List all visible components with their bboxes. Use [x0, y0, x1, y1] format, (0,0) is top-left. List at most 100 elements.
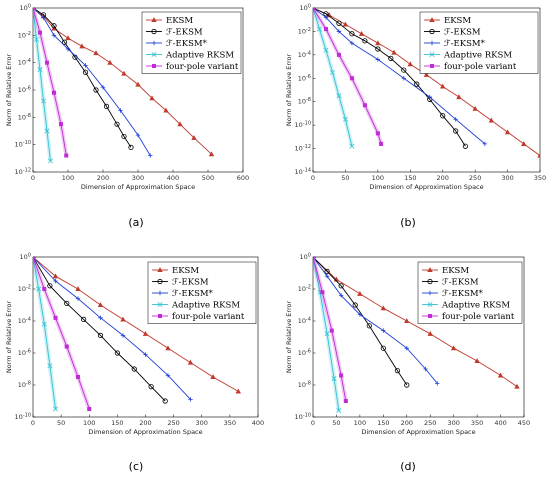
tick-label: 300 [196, 419, 208, 427]
data-point [423, 71, 430, 77]
data-point [336, 20, 342, 26]
data-point [58, 122, 64, 127]
series-3 [33, 257, 58, 412]
data-point [313, 257, 316, 260]
data-point [375, 131, 380, 136]
tick-label: 100 [83, 419, 95, 427]
tick-label: 10-4 [298, 50, 311, 59]
legend-entry: EKSM [172, 266, 199, 276]
data-point [82, 69, 89, 75]
series-3 [313, 8, 355, 149]
data-point [120, 316, 126, 322]
data-point [514, 383, 520, 389]
data-point [41, 98, 46, 104]
data-point [521, 141, 527, 146]
data-point [324, 274, 330, 279]
data-point [362, 38, 368, 44]
tick-label: 100 [20, 253, 31, 262]
data-point [366, 323, 372, 329]
data-point [93, 50, 99, 56]
data-point [391, 49, 397, 55]
data-point [157, 267, 163, 273]
data-point [375, 40, 381, 46]
x-axis-label: Dimension of Approximation Space [88, 428, 202, 436]
data-point [317, 26, 322, 32]
tick-label: 500 [202, 174, 214, 182]
series-1 [313, 257, 410, 388]
data-point [429, 28, 435, 35]
data-point [336, 93, 342, 99]
data-point [103, 103, 110, 110]
data-point [36, 286, 42, 292]
tick-label: 10-6 [18, 349, 31, 358]
series-0 [33, 257, 242, 394]
tick-label: 200 [139, 419, 151, 427]
tick-label: 450 [518, 419, 530, 427]
tick-label: 200 [97, 174, 109, 182]
data-point [44, 128, 50, 134]
tick-label: 10-12 [15, 168, 31, 177]
data-point [64, 153, 69, 158]
data-point [323, 27, 328, 32]
tick-label: 10-2 [18, 31, 31, 40]
data-point [342, 116, 348, 122]
x-axis-label: Dimension of Approximation Space [81, 183, 195, 191]
series-line [33, 8, 51, 162]
legend-entry: EKSM [166, 16, 193, 26]
tick-label: 200 [437, 174, 449, 182]
series-line [33, 257, 191, 400]
data-point [135, 132, 141, 138]
series-0 [313, 8, 540, 158]
data-point [53, 278, 58, 284]
data-point [375, 57, 381, 62]
data-point [320, 290, 325, 295]
data-point [352, 302, 358, 308]
data-point [472, 105, 478, 111]
tick-label: 100 [62, 174, 74, 182]
data-point [151, 63, 157, 69]
tick-label: 10-4 [298, 317, 311, 326]
chart-panel-b: 0 50 100 150 200 250 300 350 100 10-2 10-4 10-6 10-8… [285, 4, 546, 230]
data-point [100, 85, 106, 90]
series-line [33, 257, 239, 392]
tick-label: 10-8 [18, 381, 31, 390]
data-point [414, 81, 420, 87]
data-point [404, 346, 409, 351]
data-point [191, 135, 197, 140]
data-point [148, 383, 154, 390]
data-point [357, 312, 363, 317]
legend-entry: ℱ-EKSM [166, 28, 203, 38]
tick-label: 250 [167, 419, 179, 427]
data-point [375, 46, 381, 52]
data-point [41, 321, 47, 327]
data-point [537, 152, 540, 158]
data-point [143, 352, 148, 357]
data-point [488, 117, 495, 123]
data-point [453, 128, 459, 134]
legend-entry: EKSM [444, 16, 471, 26]
data-point [427, 302, 433, 307]
tick-label: 10-10 [15, 413, 31, 422]
series-2 [33, 257, 193, 402]
data-point [47, 283, 53, 289]
data-point [380, 305, 387, 311]
data-point [429, 52, 435, 57]
legend-entry: ℱ-EKSM* [172, 289, 214, 299]
legend-entry: four-pole variant [166, 62, 239, 72]
data-point [462, 143, 469, 149]
data-point [453, 117, 458, 122]
tick-label: 200 [401, 419, 413, 427]
data-point [93, 87, 99, 93]
data-point [157, 313, 163, 319]
series-4 [33, 8, 69, 158]
series-2 [313, 257, 440, 386]
data-point [427, 267, 433, 273]
series-line [33, 257, 166, 402]
tick-label: 600 [237, 174, 249, 182]
data-point [349, 76, 354, 81]
data-point [83, 63, 88, 68]
data-point [128, 144, 134, 150]
tick-label: 150 [404, 174, 416, 182]
data-point [33, 257, 36, 260]
